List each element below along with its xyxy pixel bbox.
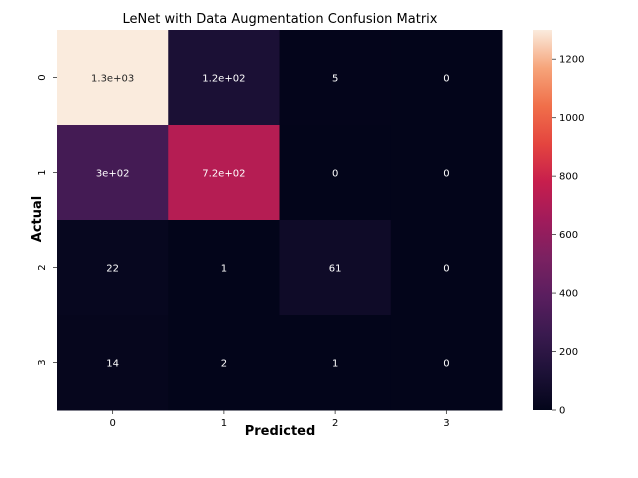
heatmap-cell bbox=[279, 315, 392, 411]
cell-annotation: 0 bbox=[332, 169, 338, 180]
heatmap-cell bbox=[168, 220, 280, 316]
colorbar-tick-label: 800 bbox=[559, 172, 578, 183]
y-tick-label: 1 bbox=[37, 169, 48, 175]
heatmap-cell bbox=[57, 30, 169, 126]
heatmap-cell bbox=[390, 125, 503, 221]
cell-annotation: 2 bbox=[221, 359, 227, 370]
heatmap-cell bbox=[279, 30, 392, 126]
cell-annotation: 7.2e+02 bbox=[202, 169, 245, 180]
cell-annotation: 1 bbox=[221, 264, 227, 275]
y-tick-label: 2 bbox=[37, 264, 48, 270]
cell-annotation: 22 bbox=[106, 264, 119, 275]
y-tick-label: 0 bbox=[37, 74, 48, 80]
cell-annotation: 61 bbox=[329, 264, 342, 275]
colorbar-tick-label: 1000 bbox=[559, 113, 584, 124]
cell-annotation: 0 bbox=[443, 359, 449, 370]
colorbar-tick-label: 1200 bbox=[559, 55, 584, 66]
heatmap-cell bbox=[390, 315, 503, 411]
colorbar-tick-label: 200 bbox=[559, 347, 578, 358]
heatmap-cell bbox=[168, 30, 280, 126]
x-tick-label: 1 bbox=[221, 418, 227, 429]
chart-title: LeNet with Data Augmentation Confusion M… bbox=[123, 12, 438, 27]
cell-annotation: 0 bbox=[443, 74, 449, 85]
cell-annotation: 14 bbox=[106, 359, 119, 370]
x-tick-label: 0 bbox=[109, 418, 115, 429]
heatmap-cell bbox=[57, 125, 169, 221]
heatmap-cells: 1.3e+03 1.2e+02 5 0 3e+02 7.2e+02 0 0 22 1 61 0 14 2 1… bbox=[57, 30, 503, 411]
heatmap-cell bbox=[390, 30, 503, 126]
heatmap-cell bbox=[168, 315, 280, 411]
cell-annotation: 0 bbox=[443, 169, 449, 180]
heatmap-cell bbox=[168, 125, 280, 221]
cell-annotation: 0 bbox=[443, 264, 449, 275]
cell-annotation: 3e+02 bbox=[96, 169, 130, 180]
y-axis-label: Actual bbox=[30, 196, 45, 242]
cell-annotation: 1.3e+03 bbox=[91, 74, 134, 85]
colorbar bbox=[533, 30, 552, 410]
x-tick-label: 2 bbox=[332, 418, 338, 429]
heatmap-cell bbox=[390, 220, 503, 316]
heatmap-cell bbox=[57, 315, 169, 411]
colorbar-tick-label: 0 bbox=[559, 406, 565, 417]
y-axis: 0 1 2 3 bbox=[37, 74, 57, 366]
cell-annotation: 1.2e+02 bbox=[202, 74, 245, 85]
x-axis: 0 1 2 3 bbox=[109, 410, 450, 429]
heatmap-cell bbox=[279, 125, 392, 221]
cell-annotation: 5 bbox=[332, 74, 338, 85]
heatmap-cell bbox=[57, 220, 169, 316]
colorbar-tick-label: 600 bbox=[559, 230, 578, 241]
colorbar-tick-label: 400 bbox=[559, 289, 578, 300]
y-tick-label: 3 bbox=[37, 359, 48, 365]
x-axis-label: Predicted bbox=[245, 424, 316, 439]
colorbar-axis: 0 200 400 600 800 1000 1200 bbox=[552, 55, 584, 417]
x-tick-label: 3 bbox=[443, 418, 449, 429]
cell-annotation: 1 bbox=[332, 359, 338, 370]
heatmap-cell bbox=[279, 220, 392, 316]
